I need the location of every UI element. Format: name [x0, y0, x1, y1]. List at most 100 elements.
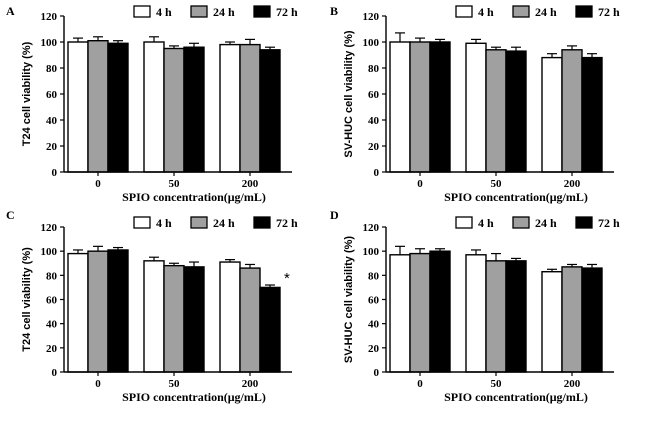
- legend-item-4h: 4 h: [133, 5, 172, 19]
- x-tick-label: 0: [95, 178, 101, 190]
- legend-label: 4 h: [156, 216, 172, 230]
- legend-label: 24 h: [535, 216, 557, 230]
- y-tick-label: 20: [46, 343, 58, 355]
- bar-200-72h: [259, 286, 281, 373]
- x-tick-label: 0: [417, 378, 423, 390]
- y-tick-label: 100: [363, 246, 380, 258]
- legend-label: 24 h: [213, 5, 235, 19]
- bar-50-24h: [163, 47, 185, 173]
- bar-200-72h: [581, 267, 603, 373]
- bar-0-4h: [389, 254, 411, 373]
- bar-200-24h: [239, 267, 261, 373]
- y-tick-label: 20: [368, 343, 380, 355]
- legend-item-72h: 72 h: [253, 216, 298, 230]
- bar-0-4h: [67, 252, 89, 373]
- bar-0-4h: [67, 41, 89, 173]
- legend-item-4h: 4 h: [455, 216, 494, 230]
- legend-item-24h: 24 h: [190, 216, 235, 230]
- y-tick-label: 20: [368, 141, 380, 153]
- panel-letter: D: [330, 208, 339, 222]
- legend-label: 72 h: [598, 216, 620, 230]
- y-tick-label: 40: [46, 319, 58, 331]
- bar-50-72h: [505, 50, 527, 173]
- bar-200-4h: [541, 56, 563, 173]
- x-tick-label: 200: [564, 378, 581, 390]
- bar-50-4h: [143, 41, 165, 173]
- bar-200-24h: [561, 266, 583, 373]
- x-tick-label: 50: [491, 378, 503, 390]
- x-tick-label: 200: [242, 378, 259, 390]
- legend-swatch: [190, 216, 208, 229]
- legend-item-4h: 4 h: [455, 5, 494, 19]
- y-tick-label: 120: [41, 222, 58, 234]
- bar-50-72h: [183, 266, 205, 373]
- y-tick-label: 0: [374, 167, 380, 179]
- y-tick-label: 80: [368, 63, 380, 75]
- panel-letter: B: [330, 4, 338, 18]
- legend-label: 4 h: [478, 216, 494, 230]
- legend-label: 72 h: [598, 5, 620, 19]
- x-axis-label: SPIO concentration(μg/mL): [122, 190, 266, 204]
- x-axis-label: SPIO concentration(μg/mL): [122, 390, 266, 404]
- x-tick-label: 50: [169, 178, 181, 190]
- y-axis-label: T24 cell viability (%): [21, 41, 33, 146]
- y-tick-label: 40: [46, 115, 58, 127]
- bar-50-4h: [465, 254, 487, 373]
- legend-item-24h: 24 h: [512, 5, 557, 19]
- significance-star: *: [284, 270, 290, 287]
- bar-50-24h: [163, 264, 185, 373]
- y-axis-label: SV-HUC cell viability (%): [343, 30, 355, 157]
- bar-0-72h: [107, 42, 129, 173]
- legend-item-24h: 24 h: [190, 5, 235, 19]
- legend-item-72h: 72 h: [575, 216, 620, 230]
- bar-200-24h: [561, 49, 583, 173]
- y-tick-label: 60: [368, 295, 380, 307]
- y-tick-label: 80: [368, 270, 380, 282]
- legend-label: 24 h: [535, 5, 557, 19]
- legend-label: 72 h: [276, 5, 298, 19]
- x-tick-label: 200: [564, 178, 581, 190]
- legend-item-72h: 72 h: [575, 5, 620, 19]
- x-tick-label: 50: [491, 178, 503, 190]
- y-tick-label: 120: [41, 11, 58, 23]
- y-tick-label: 20: [46, 141, 58, 153]
- y-tick-label: 100: [41, 246, 58, 258]
- bar-0-24h: [87, 250, 109, 373]
- bar-0-72h: [429, 250, 451, 373]
- y-tick-label: 100: [41, 37, 58, 49]
- legend-label: 4 h: [478, 5, 494, 19]
- legend-item-72h: 72 h: [253, 5, 298, 19]
- y-tick-label: 80: [46, 63, 58, 75]
- y-tick-label: 120: [363, 11, 380, 23]
- bar-200-72h: [259, 49, 281, 173]
- x-tick-label: 0: [95, 378, 101, 390]
- y-tick-label: 40: [368, 319, 380, 331]
- y-tick-label: 60: [46, 295, 58, 307]
- x-axis-label: SPIO concentration(μg/mL): [444, 390, 588, 404]
- bar-0-72h: [107, 249, 129, 373]
- bar-50-72h: [505, 260, 527, 373]
- bar-50-24h: [485, 49, 507, 173]
- bar-50-4h: [143, 260, 165, 373]
- legend-swatch: [253, 5, 271, 18]
- bar-0-24h: [87, 40, 109, 173]
- bar-200-4h: [219, 43, 241, 173]
- bar-200-4h: [541, 271, 563, 373]
- legend-item-24h: 24 h: [512, 216, 557, 230]
- bar-0-72h: [429, 41, 451, 173]
- bar-200-72h: [581, 56, 603, 173]
- legend-swatch: [133, 216, 151, 229]
- legend-swatch: [455, 216, 473, 229]
- legend-swatch: [455, 5, 473, 18]
- x-axis-label: SPIO concentration(μg/mL): [444, 190, 588, 204]
- legend-swatch: [575, 5, 593, 18]
- bar-0-24h: [409, 252, 431, 373]
- y-axis-label: SV-HUC cell viability (%): [343, 236, 355, 363]
- y-tick-label: 100: [363, 37, 380, 49]
- legend-swatch: [512, 216, 530, 229]
- panel-letter: A: [6, 4, 15, 18]
- legend-label: 72 h: [276, 216, 298, 230]
- bar-200-4h: [219, 261, 241, 373]
